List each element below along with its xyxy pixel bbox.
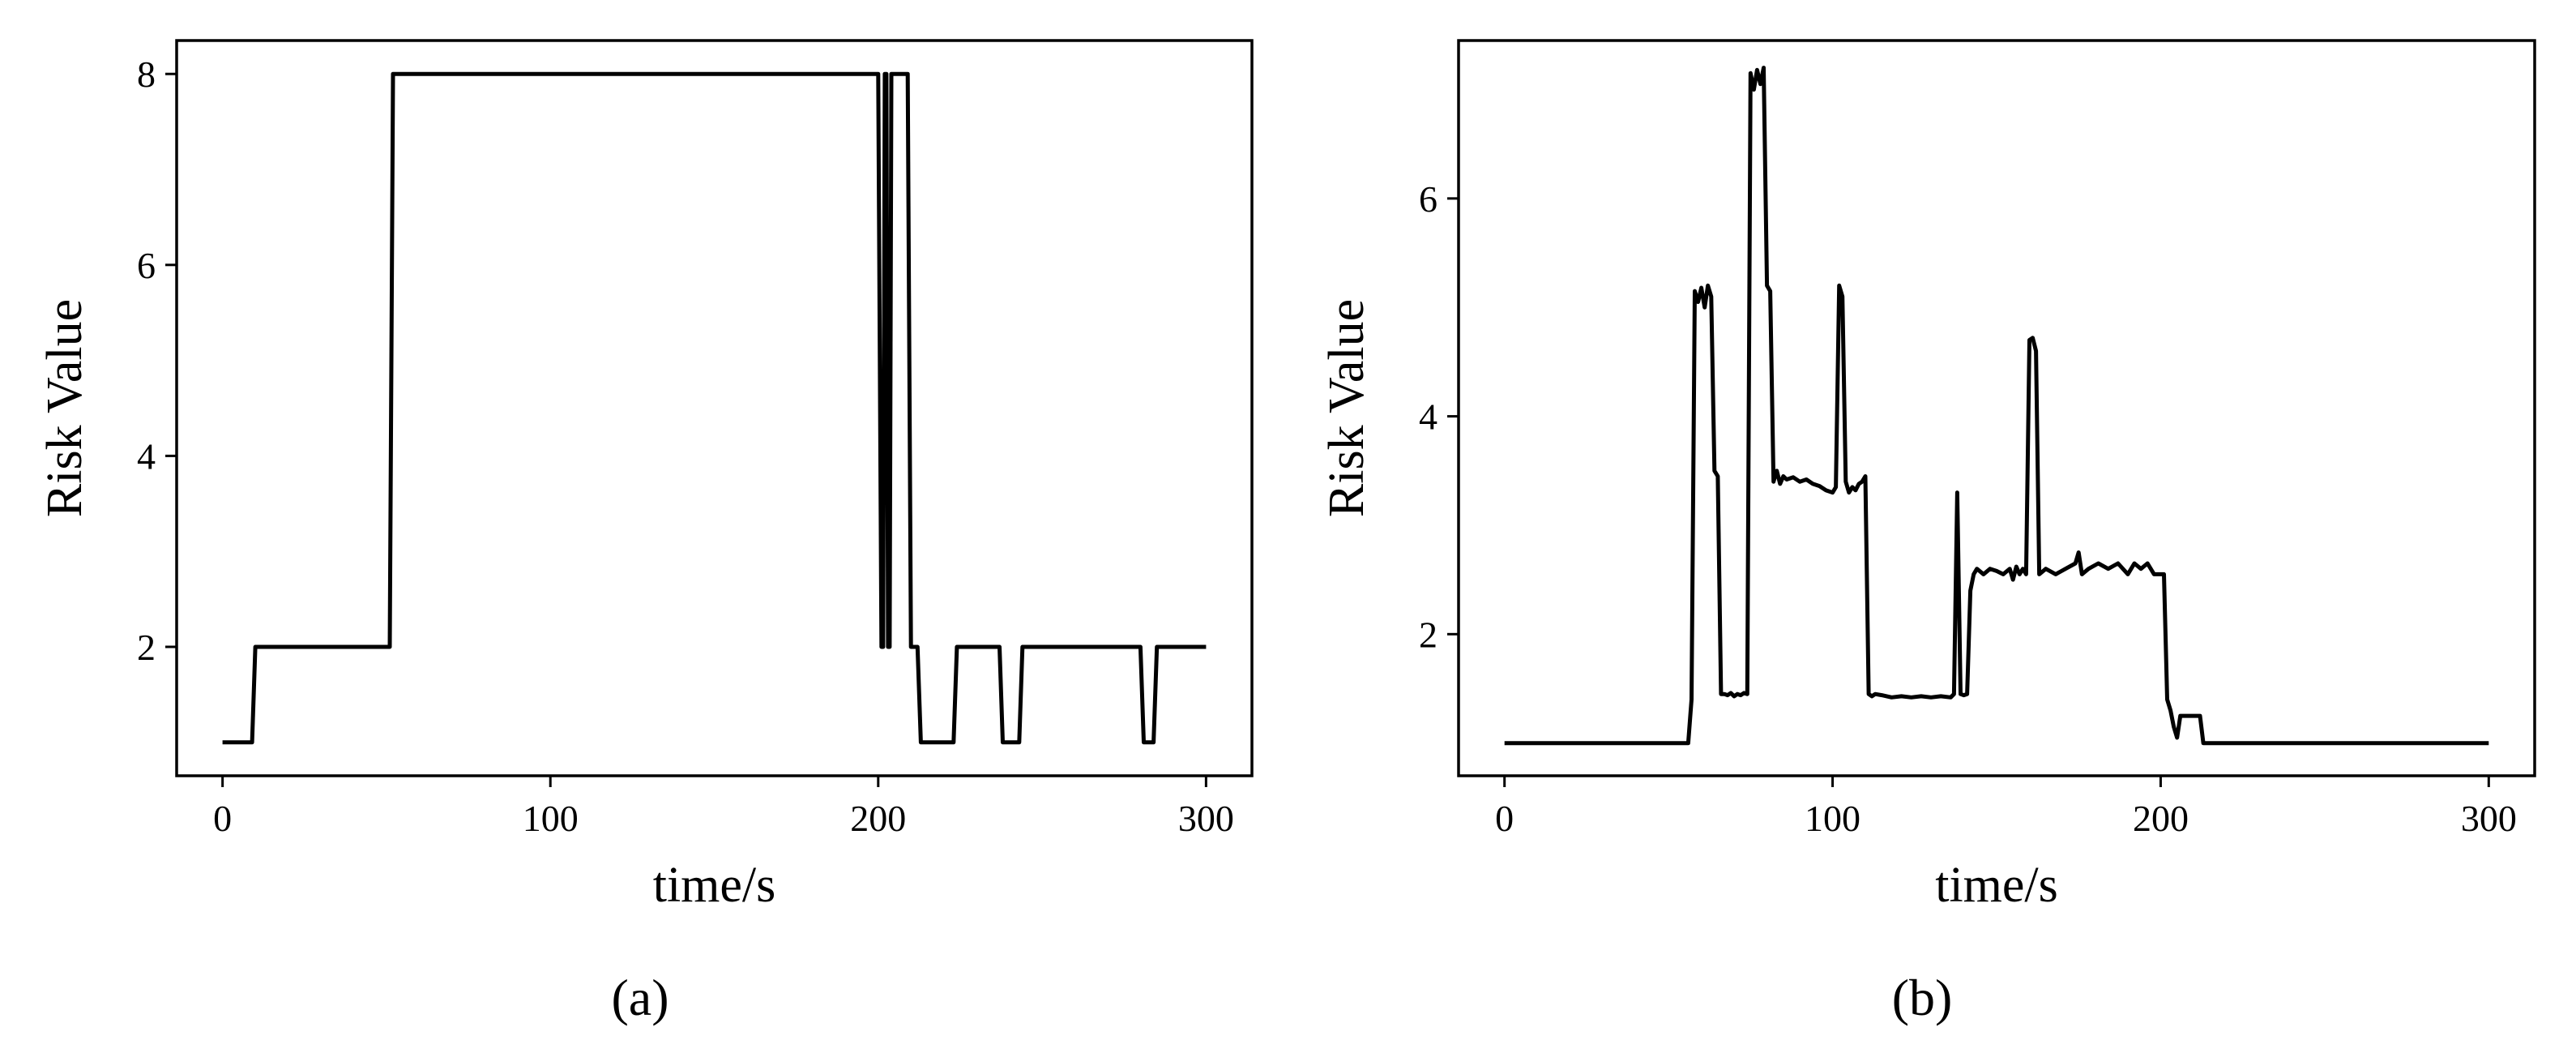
x-tick-label: 0 <box>1495 798 1514 839</box>
y-axis-label: Risk Value <box>1319 299 1374 517</box>
y-tick-label: 8 <box>137 54 156 95</box>
y-tick-label: 2 <box>1419 614 1438 655</box>
panel-label: (a) <box>611 969 669 1026</box>
panel-label: (b) <box>1892 969 1953 1026</box>
x-axis-label: time/s <box>653 858 776 913</box>
series-line-0 <box>1504 66 2489 746</box>
x-tick-label: 300 <box>2461 798 2517 839</box>
x-tick-label: 100 <box>523 798 579 839</box>
chart-panel-b: 0 100 200 300 2 4 6 time/s Risk Value (b) <box>1319 39 2536 1026</box>
plot-frame <box>175 39 1254 777</box>
plot-frame <box>1457 39 2536 777</box>
series-line-0 <box>222 71 1207 745</box>
x-tick-label: 0 <box>213 798 232 839</box>
chart-panel-a: 0 100 200 300 2 4 6 8 time/s Risk Value (a) <box>37 39 1254 1026</box>
x-tick-label: 300 <box>1178 798 1234 839</box>
y-tick-label: 4 <box>137 435 156 477</box>
x-tick-label: 200 <box>850 798 906 839</box>
x-tick-label: 200 <box>2133 798 2189 839</box>
y-tick-label: 6 <box>137 245 156 286</box>
y-tick-label: 2 <box>137 627 156 668</box>
x-axis-label: time/s <box>1935 858 2058 913</box>
y-tick-label: 6 <box>1419 178 1438 220</box>
y-tick-label: 4 <box>1419 396 1438 438</box>
x-tick-label: 100 <box>1805 798 1860 839</box>
y-axis-label: Risk Value <box>37 299 92 517</box>
